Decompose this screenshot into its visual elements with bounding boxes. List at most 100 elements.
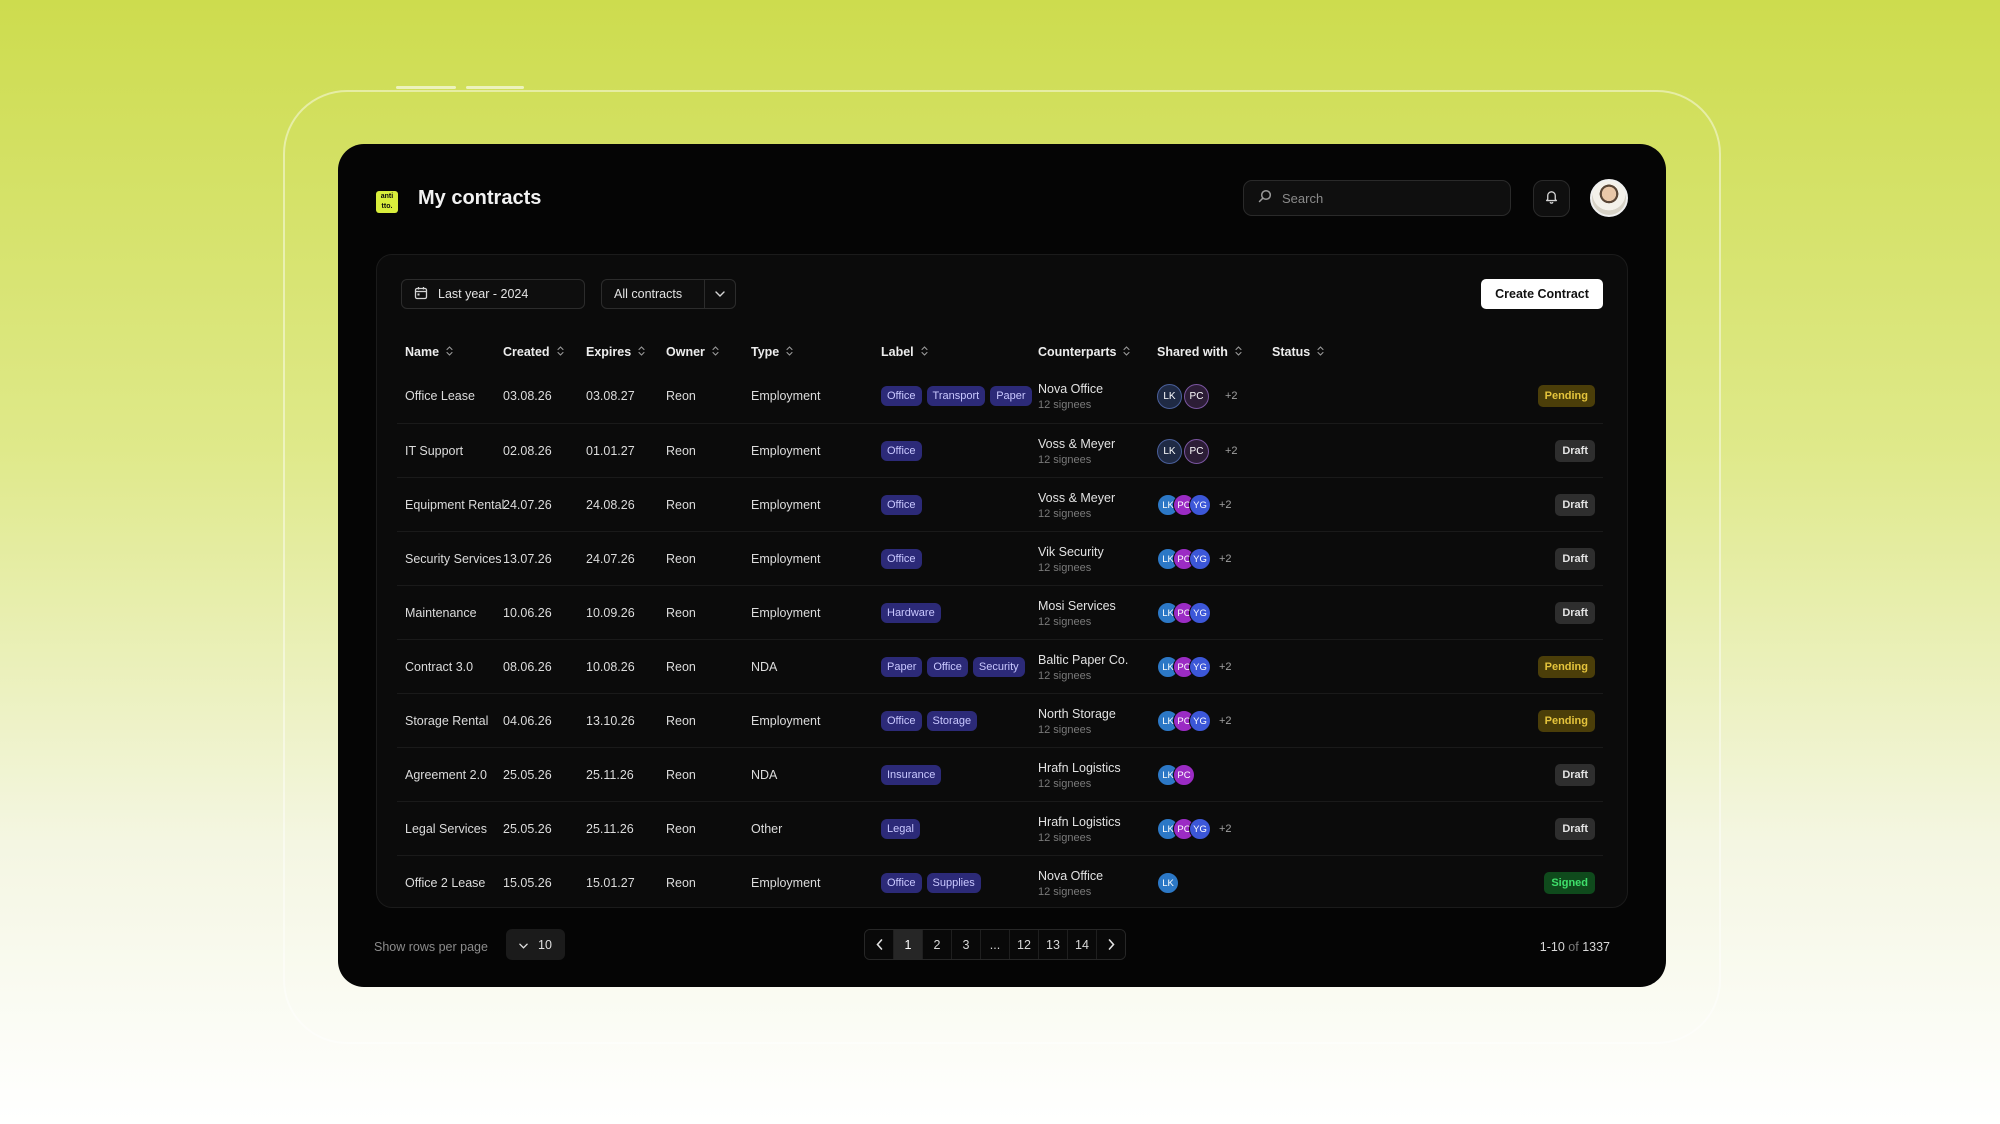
contract-name[interactable]: Maintenance <box>405 606 477 620</box>
signees-count: 12 signees <box>1038 507 1092 520</box>
sort-icon[interactable] <box>1317 345 1324 359</box>
create-contract-button[interactable]: Create Contract <box>1481 279 1603 309</box>
label-tag[interactable]: Hardware <box>881 603 941 623</box>
column-header-name[interactable]: Name <box>405 345 453 359</box>
table-row[interactable]: Maintenance 10.06.26 10.09.26 Reon Employmen… <box>397 585 1603 640</box>
sort-icon[interactable] <box>446 345 453 359</box>
search-input[interactable] <box>1280 189 1484 207</box>
column-header-counterparts[interactable]: Counterparts <box>1038 345 1131 359</box>
column-header-label[interactable]: Label <box>881 345 928 359</box>
shared-more-count[interactable]: +2 <box>1219 715 1232 727</box>
page-button-13[interactable]: 13 <box>1039 930 1068 959</box>
column-header-type[interactable]: Type <box>751 345 793 359</box>
shared-avatar-yg[interactable]: YG <box>1189 710 1211 732</box>
contract-type: NDA <box>751 660 778 674</box>
contract-name[interactable]: Office 2 Lease <box>405 876 486 890</box>
shared-with: LK PC <box>1157 748 1195 802</box>
page-button-1[interactable]: 1 <box>894 930 923 959</box>
app-logo[interactable]: anti tto. <box>376 191 398 213</box>
label-list: Insurance <box>881 748 942 802</box>
contract-name[interactable]: Agreement 2.0 <box>405 768 487 782</box>
table-row[interactable]: Agreement 2.0 25.05.26 25.11.26 Reon NDA Insu… <box>397 747 1603 802</box>
label-tag[interactable]: Office <box>881 495 922 515</box>
label-tag[interactable]: Office <box>881 549 922 569</box>
page-button-12[interactable]: 12 <box>1010 930 1039 959</box>
user-avatar[interactable] <box>1590 179 1628 217</box>
shared-avatar-lk[interactable]: LK <box>1157 383 1182 409</box>
shared-avatar-lk[interactable]: LK <box>1157 438 1182 464</box>
shared-more-count[interactable]: +2 <box>1219 553 1232 565</box>
shared-more-count[interactable]: +2 <box>1219 823 1232 835</box>
signees-count: 12 signees <box>1038 561 1092 574</box>
label-tag[interactable]: Storage <box>926 711 978 731</box>
search-box[interactable] <box>1243 180 1511 216</box>
label-tag[interactable]: Paper <box>990 386 1032 406</box>
sort-icon[interactable] <box>921 345 928 359</box>
shared-avatar-yg[interactable]: YG <box>1189 602 1211 624</box>
shared-more-count[interactable]: +2 <box>1225 390 1238 402</box>
shared-more-count[interactable]: +2 <box>1219 661 1232 673</box>
column-header-status[interactable]: Status <box>1272 345 1324 359</box>
sort-icon[interactable] <box>556 345 564 359</box>
page-button-3[interactable]: 3 <box>952 930 981 959</box>
label-tag[interactable]: Office <box>927 657 968 677</box>
table-row[interactable]: IT Support 02.08.26 01.01.27 Reon Employment… <box>397 423 1603 478</box>
label-tag[interactable]: Office <box>881 711 922 731</box>
column-header-created[interactable]: Created <box>503 345 564 359</box>
table-row[interactable]: Security Services 13.07.26 24.07.26 Reon Emp… <box>397 531 1603 586</box>
contract-type-dropdown[interactable]: All contracts <box>601 279 736 309</box>
table-row[interactable]: Equipment Rental 24.07.26 24.08.26 Reon Empl… <box>397 477 1603 532</box>
contract-name[interactable]: IT Support <box>405 444 464 458</box>
page-button-2[interactable]: 2 <box>923 930 952 959</box>
sort-icon[interactable] <box>638 345 645 359</box>
label-tag[interactable]: Supplies <box>926 873 981 893</box>
shared-avatar-yg[interactable]: YG <box>1189 818 1211 840</box>
column-header-shared-with[interactable]: Shared with <box>1157 345 1242 359</box>
contract-name[interactable]: Storage Rental <box>405 714 489 728</box>
contract-name[interactable]: Legal Services <box>405 822 487 836</box>
contract-name[interactable]: Security Services <box>405 552 502 566</box>
label-tag[interactable]: Security <box>972 657 1025 677</box>
label-tag[interactable]: Paper <box>881 657 923 677</box>
date-filter[interactable]: Last year - 2024 <box>401 279 585 309</box>
next-page-button[interactable] <box>1097 930 1125 959</box>
shared-more-count[interactable]: +2 <box>1225 445 1238 457</box>
notifications-button[interactable] <box>1533 180 1570 217</box>
column-header-label: Type <box>751 345 780 359</box>
shared-avatar-yg[interactable]: YG <box>1189 656 1211 678</box>
shared-avatar-pc[interactable]: PC <box>1173 764 1195 786</box>
table-row[interactable]: Office Lease 03.08.26 03.08.27 Reon Employme… <box>397 369 1603 423</box>
table-row[interactable]: Storage Rental 04.06.26 13.10.26 Reon Employ… <box>397 693 1603 748</box>
sort-icon[interactable] <box>1123 345 1131 359</box>
label-tag[interactable]: Legal <box>881 819 920 839</box>
column-header-expires[interactable]: Expires <box>586 345 645 359</box>
sort-icon[interactable] <box>1235 345 1242 359</box>
label-list: Paper Office Security <box>881 640 1025 694</box>
sort-icon[interactable] <box>712 345 719 359</box>
previous-page-button[interactable] <box>865 930 894 959</box>
table-row[interactable]: Contract 3.0 08.06.26 10.08.26 Reon NDA Paper… <box>397 639 1603 694</box>
page-button-14[interactable]: 14 <box>1068 930 1097 959</box>
rows-per-page-select[interactable]: 10 <box>506 929 565 960</box>
contract-name[interactable]: Office Lease <box>405 389 475 403</box>
shared-avatar-pc[interactable]: PC <box>1184 438 1209 464</box>
label-tag[interactable]: Office <box>881 873 922 893</box>
label-tag[interactable]: Office <box>881 386 922 406</box>
label-tag[interactable]: Transport <box>926 386 986 406</box>
contract-name[interactable]: Equipment Rental <box>405 498 505 512</box>
shared-avatar-yg[interactable]: YG <box>1189 548 1211 570</box>
created-date: 02.08.26 <box>503 444 552 458</box>
contract-name[interactable]: Contract 3.0 <box>405 660 474 674</box>
status-badge: Draft <box>1555 764 1595 786</box>
shared-more-count[interactable]: +2 <box>1219 499 1232 511</box>
shared-avatar-lk[interactable]: LK <box>1157 872 1179 894</box>
label-tag[interactable]: Office <box>881 441 922 461</box>
shared-avatar-yg[interactable]: YG <box>1189 494 1211 516</box>
counterpart-name: Mosi Services <box>1038 598 1116 613</box>
sort-icon[interactable] <box>786 345 793 359</box>
table-row[interactable]: Office 2 Lease 15.05.26 15.01.27 Reon Employ… <box>397 855 1603 910</box>
table-row[interactable]: Legal Services 25.05.26 25.11.26 Reon Other L… <box>397 801 1603 856</box>
label-tag[interactable]: Insurance <box>881 765 942 785</box>
column-header-owner[interactable]: Owner <box>666 345 719 359</box>
shared-avatar-pc[interactable]: PC <box>1184 383 1209 409</box>
